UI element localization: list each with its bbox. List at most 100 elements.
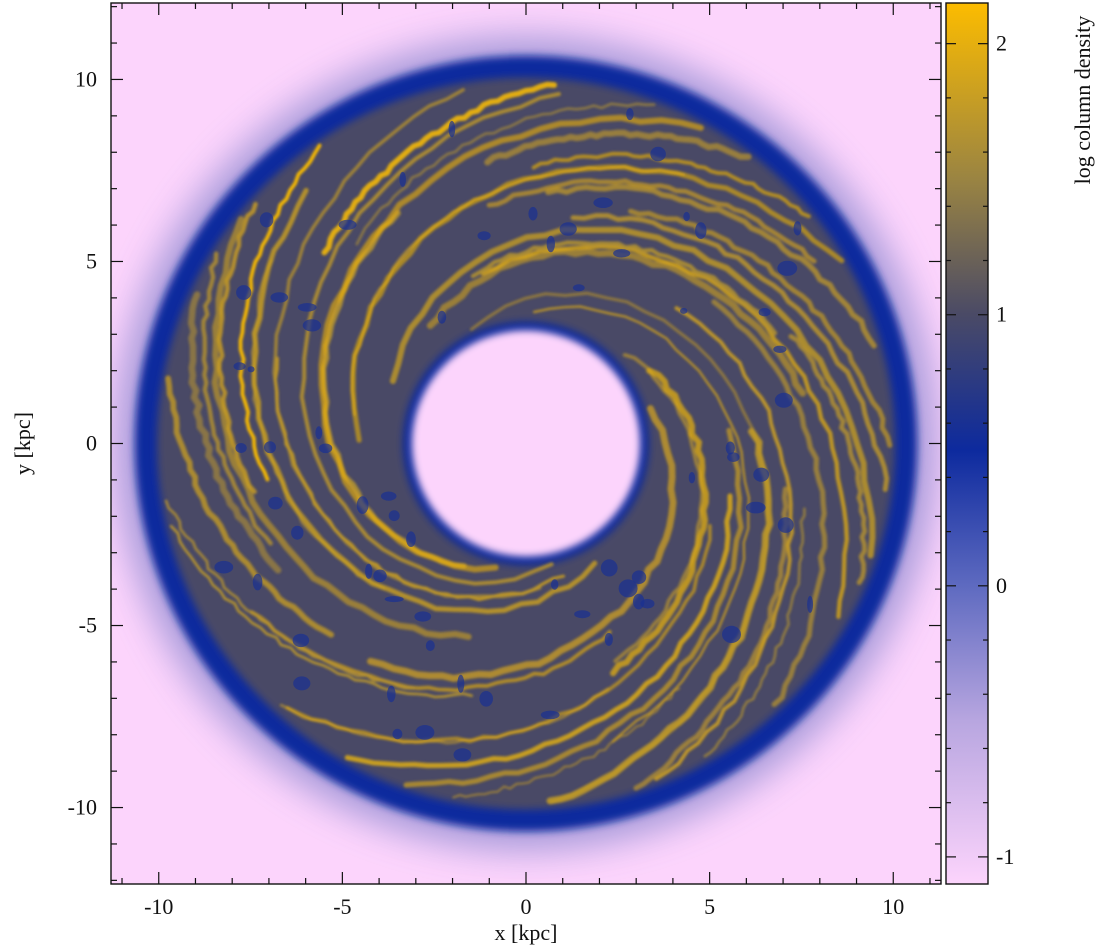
- x-axis: -10 -5 0 5 10: [121, 3, 931, 919]
- gas-void: [613, 249, 631, 258]
- gas-void: [793, 221, 802, 236]
- spiral-filament: [165, 375, 335, 638]
- gas-void: [727, 452, 740, 462]
- spiral-filament: [350, 164, 845, 443]
- spiral-filament: [480, 244, 849, 619]
- y-tick-label: -5: [79, 613, 97, 638]
- gas-void: [392, 728, 403, 740]
- spiral-filament: [367, 405, 677, 683]
- gas-void: [448, 120, 456, 138]
- gas-void: [688, 472, 696, 484]
- gas-void: [387, 685, 396, 703]
- colorbar-tick-label: 2: [996, 31, 1007, 56]
- gas-void: [626, 108, 634, 121]
- gas-void: [633, 593, 645, 610]
- spiral-filament: [633, 486, 789, 791]
- spiral-filament: [321, 81, 557, 256]
- colorbar-tick-label: 1: [996, 302, 1007, 327]
- spiral-filament: [486, 178, 817, 264]
- gas-void: [725, 441, 735, 455]
- spiral-filament: [238, 143, 322, 482]
- spiral-filament: [389, 226, 876, 559]
- gas-void: [270, 292, 289, 303]
- gas-void: [695, 222, 707, 240]
- colorbar-tick-label: -1: [996, 844, 1014, 869]
- gas-void: [540, 710, 560, 720]
- spiral-filament: [216, 201, 258, 494]
- spiral-filament: [169, 524, 473, 699]
- gas-void: [380, 491, 397, 501]
- gas-void: [315, 426, 323, 440]
- gas-void: [593, 197, 613, 208]
- colorbar-tick-label: 0: [996, 573, 1007, 598]
- gas-voids: [214, 108, 814, 762]
- spiral-filament: [628, 208, 893, 448]
- gas-void: [546, 235, 555, 253]
- central-hole: [412, 330, 640, 557]
- spiral-filament: [570, 213, 890, 492]
- x-tick-label: 5: [704, 894, 715, 919]
- spiral-filament: [164, 499, 415, 690]
- spiral-filament: [285, 523, 712, 744]
- gas-void: [252, 573, 263, 591]
- gas-void: [604, 632, 613, 646]
- gas-void: [457, 674, 465, 693]
- spiral-filament: [531, 151, 811, 219]
- y-tick-label: 5: [86, 248, 97, 273]
- gas-void: [235, 443, 247, 453]
- spiral-filament: [470, 240, 778, 336]
- x-tick-label: -5: [333, 894, 351, 919]
- spiral-filament: [211, 215, 472, 640]
- spiral-filament: [788, 334, 868, 585]
- y-tick-label: 0: [86, 431, 97, 456]
- gas-void: [236, 285, 252, 300]
- gas-void: [479, 691, 494, 707]
- gas-void: [297, 303, 317, 312]
- gas-void: [338, 219, 357, 230]
- spiral-filament: [187, 291, 282, 574]
- gas-void: [722, 625, 741, 644]
- spiral-filament: [251, 187, 598, 614]
- gas-void: [753, 467, 770, 482]
- gas-void: [683, 211, 690, 222]
- gas-void: [268, 496, 283, 510]
- gas-void: [292, 633, 310, 648]
- y-axis: -10 -5 0 5 10: [68, 6, 941, 881]
- plot-area: [111, 3, 941, 884]
- gas-void: [365, 563, 373, 579]
- gas-void: [618, 579, 638, 598]
- gas-void: [572, 284, 585, 292]
- gas-void: [773, 345, 787, 353]
- gas-void: [746, 501, 766, 514]
- gas-void: [600, 559, 618, 577]
- gas-void: [259, 212, 274, 228]
- gas-void: [214, 560, 234, 574]
- gas-void: [399, 171, 407, 187]
- gas-void: [551, 579, 559, 590]
- spiral-filament: [201, 251, 273, 546]
- gas-void: [774, 392, 793, 408]
- spiral-filament: [403, 427, 744, 788]
- gas-void: [384, 596, 404, 603]
- gas-void: [233, 362, 246, 371]
- gas-void: [477, 231, 491, 241]
- gas-void: [356, 496, 369, 514]
- gas-void: [247, 366, 255, 373]
- colorbar-label: log column density: [1070, 16, 1095, 185]
- gas-void: [453, 748, 472, 762]
- spiral-filament: [711, 299, 828, 707]
- spiral-filament: [654, 306, 795, 781]
- spiral-filament: [613, 353, 705, 663]
- colorbar: [945, 2, 989, 885]
- gas-void: [777, 260, 798, 276]
- spiral-filament: [299, 92, 561, 586]
- gas-void: [758, 308, 771, 317]
- gas-void: [631, 570, 647, 584]
- spiral-filament: [484, 129, 752, 166]
- colorbar-axis: -1 0 1 2: [946, 31, 1014, 869]
- x-tick-label: -10: [144, 894, 173, 919]
- x-axis-label: x [kpc]: [495, 920, 558, 945]
- x-tick-label: 10: [882, 894, 904, 919]
- spiral-filament: [249, 610, 612, 693]
- gas-void: [318, 443, 333, 454]
